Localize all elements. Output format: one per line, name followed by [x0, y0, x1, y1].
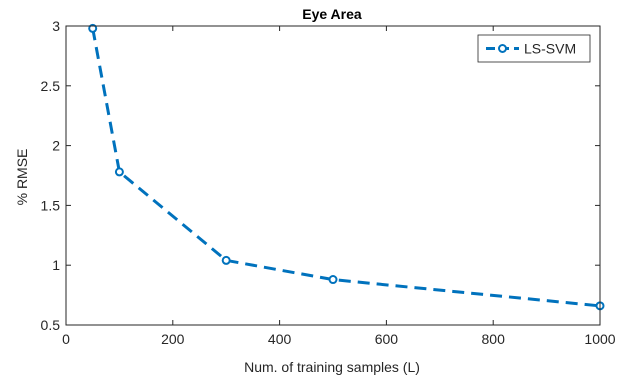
x-tick-label: 0: [62, 331, 70, 347]
x-tick-label: 600: [375, 331, 399, 347]
x-axis-label: Num. of training samples (L): [244, 359, 420, 375]
x-tick-label: 200: [161, 331, 185, 347]
y-tick-label: 1.5: [41, 197, 61, 213]
y-axis-label: % RMSE: [14, 149, 30, 206]
x-tick-label: 400: [268, 331, 292, 347]
x-tick-label: 1000: [584, 331, 615, 347]
data-point: [221, 255, 231, 265]
y-tick-label: 2: [52, 138, 60, 154]
legend-box: [477, 34, 591, 63]
data-point: [114, 167, 124, 177]
legend: LS-SVM: [477, 34, 591, 63]
data-point: [88, 23, 98, 33]
legend-label-ls-svm: LS-SVM: [524, 41, 576, 57]
data-point: [328, 275, 338, 285]
y-tick-label: 3: [52, 18, 60, 34]
series-layer: [88, 23, 605, 311]
y-tick-label: 0.5: [41, 317, 61, 333]
x-tick-label: 800: [482, 331, 506, 347]
axis-ticks: 0 200 400 600 800 1000 0.5 1 1.5 2 2.5 3: [41, 18, 616, 347]
y-tick-label: 2.5: [41, 78, 61, 94]
legend-marker: [498, 44, 507, 53]
y-tick-label: 1: [52, 257, 60, 273]
plot-frame: [65, 25, 601, 326]
chart-title: Eye Area: [302, 6, 362, 22]
series-line-ls-svm: [91, 28, 601, 308]
